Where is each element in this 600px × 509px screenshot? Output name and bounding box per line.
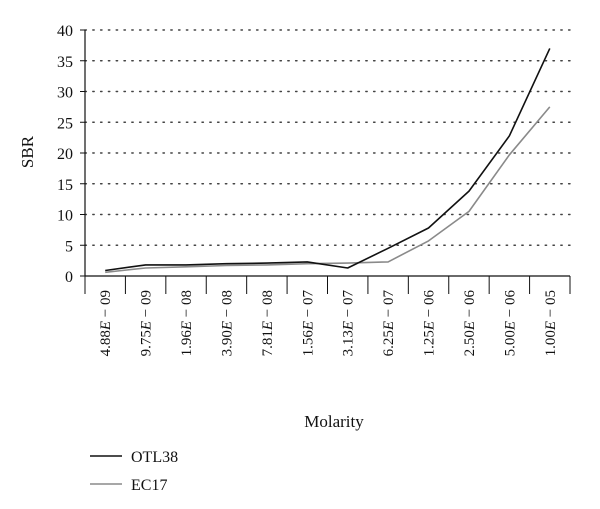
x-tick-label: 6.25E − 07 xyxy=(381,290,397,357)
x-tick-label: 1.96E − 08 xyxy=(179,290,195,356)
x-axis: 4.88E − 09 9.75E − 09 1.96E − 08 3.90E − 08… xyxy=(84,276,571,357)
x-tick-label: 1.25E − 06 xyxy=(422,290,438,357)
series-line-otl38 xyxy=(105,48,551,272)
legend: OTL38 EC17 xyxy=(90,449,178,494)
series-lines xyxy=(105,48,551,274)
x-axis-label: Molarity xyxy=(304,412,364,431)
y-tick-label: 25 xyxy=(57,115,73,132)
x-tick-label: 1.00E − 05 xyxy=(543,290,559,356)
x-tick-label: 5.00E − 06 xyxy=(502,290,518,357)
x-tick-label: 3.13E − 07 xyxy=(341,290,357,357)
y-tick-label: 35 xyxy=(57,54,73,71)
y-tick-label: 20 xyxy=(57,146,73,163)
x-tick-label: 3.90E − 08 xyxy=(219,290,235,356)
legend-label: EC17 xyxy=(131,477,167,494)
y-axis-label: SBR xyxy=(18,135,37,168)
grid xyxy=(84,29,571,246)
x-tick-label: 1.56E − 07 xyxy=(300,290,316,357)
y-tick-label: 15 xyxy=(57,177,73,194)
y-tick-label: 5 xyxy=(65,238,73,255)
series-line-ec17 xyxy=(105,106,551,274)
y-tick-label: 40 xyxy=(57,23,73,40)
y-axis: 0 5 10 15 20 25 30 35 40 xyxy=(57,23,85,286)
x-tick-label: 4.88E − 09 xyxy=(98,290,114,356)
x-tick-label: 9.75E − 09 xyxy=(139,290,155,356)
y-tick-label: 0 xyxy=(65,269,73,286)
legend-label: OTL38 xyxy=(131,449,178,466)
y-tick-label: 10 xyxy=(57,208,73,225)
y-tick-label: 30 xyxy=(57,85,73,102)
x-tick-label: 7.81E − 08 xyxy=(260,290,276,356)
x-tick-label: 2.50E − 06 xyxy=(462,290,478,357)
